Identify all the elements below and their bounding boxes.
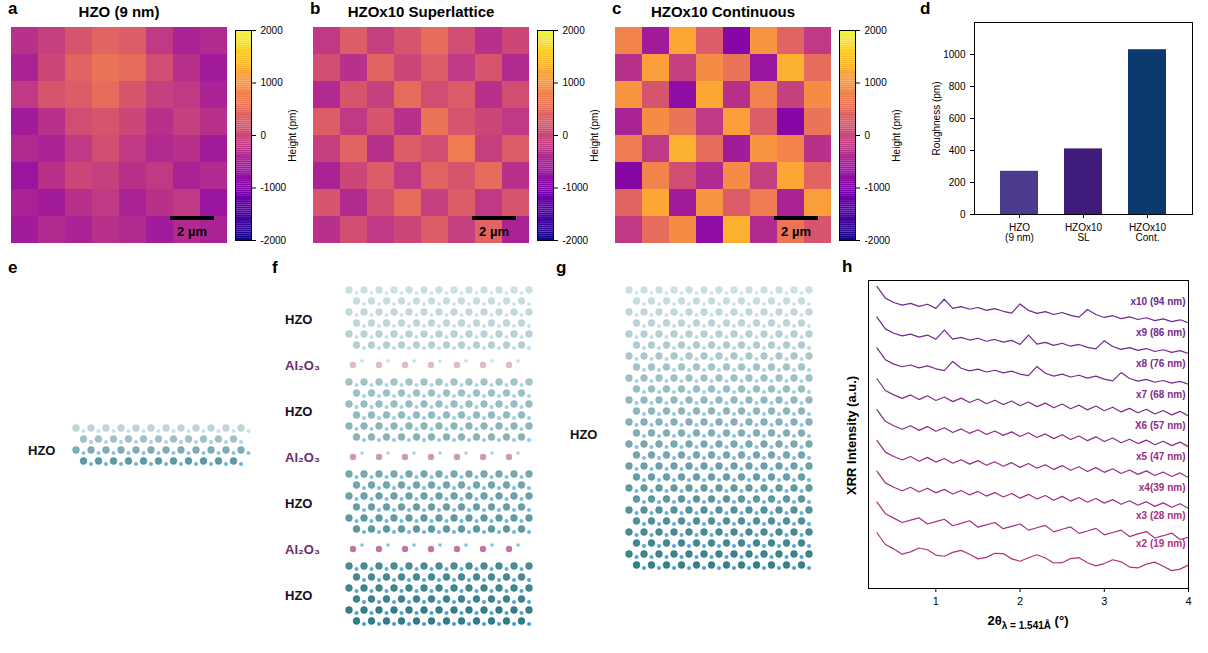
svg-text:f: f (272, 258, 278, 277)
svg-text:x8 (76 nm): x8 (76 nm) (1136, 358, 1185, 369)
html-text:HZO (9 nm): HZO (9 nm) (78, 3, 160, 20)
svg-text:2000: 2000 (865, 25, 888, 36)
html-text:XRR Intensity (a.u.): XRR Intensity (a.u.) (844, 375, 859, 495)
svg-text:200: 200 (949, 177, 966, 188)
svg-text:HZO: HZO (285, 496, 312, 511)
svg-text:e: e (8, 258, 17, 277)
svg-text:4: 4 (1185, 595, 1191, 607)
svg-text:HZOx10Cont.: HZOx10Cont. (1129, 222, 1167, 243)
svg-text:-2000: -2000 (563, 235, 589, 246)
svg-text:Roughness (pm): Roughness (pm) (931, 82, 942, 156)
svg-text:-1000: -1000 (865, 182, 891, 193)
html-text:b: b (310, 0, 321, 18)
svg-text:0: 0 (865, 130, 871, 141)
svg-text:X6 (57 nm): X6 (57 nm) (1135, 420, 1186, 431)
svg-text:3: 3 (1101, 595, 1107, 607)
html-text:h: h (842, 257, 853, 276)
svg-text:HZO: HZO (285, 404, 312, 419)
svg-text:1: 1 (933, 595, 939, 607)
svg-text:x9 (86 nm): x9 (86 nm) (1136, 327, 1185, 338)
svg-text:HZO: HZO (285, 588, 312, 603)
svg-text:HZO(9 nm): HZO(9 nm) (1005, 222, 1034, 243)
svg-text:0: 0 (261, 130, 267, 141)
svg-text:x10 (94 nm): x10 (94 nm) (1130, 296, 1185, 307)
svg-text:x4(39 nm): x4(39 nm) (1139, 482, 1186, 493)
svg-text:0: 0 (563, 130, 569, 141)
svg-text:HZO: HZO (570, 427, 597, 442)
svg-text:x2 (19 nm): x2 (19 nm) (1136, 538, 1185, 549)
svg-text:HZOx10SL: HZOx10SL (1065, 222, 1103, 243)
svg-text:x5 (47 nm): x5 (47 nm) (1136, 451, 1185, 462)
html-text:d: d (920, 0, 931, 18)
svg-text:Height (pm): Height (pm) (891, 109, 902, 161)
svg-text:-1000: -1000 (261, 182, 287, 193)
html-text:HZOx10 Continuous: HZOx10 Continuous (650, 3, 796, 20)
svg-text:1000: 1000 (563, 77, 586, 88)
html-text:2 µm: 2 µm (479, 224, 509, 239)
html-text:c: c (612, 0, 622, 18)
html-text:2θλ = 1.541Å(°): 2θλ = 1.541Å(°) (987, 613, 1069, 631)
svg-text:-2000: -2000 (261, 235, 287, 246)
svg-text:400: 400 (949, 145, 966, 156)
svg-text:HZO: HZO (285, 312, 312, 327)
svg-text:HZO: HZO (28, 443, 55, 458)
html-text:HZOx10 Superlattice: HZOx10 Superlattice (347, 3, 495, 20)
svg-text:Al₂O₃: Al₂O₃ (285, 358, 320, 373)
svg-text:g: g (556, 258, 566, 277)
svg-text:Al₂O₃: Al₂O₃ (285, 450, 320, 465)
svg-text:Height (pm): Height (pm) (287, 109, 298, 161)
svg-text:x3 (28 nm): x3 (28 nm) (1136, 510, 1185, 521)
svg-text:1000: 1000 (943, 49, 966, 60)
svg-text:x7 (68 nm): x7 (68 nm) (1136, 389, 1185, 400)
svg-text:Al₂O₃: Al₂O₃ (285, 542, 320, 557)
svg-text:800: 800 (949, 81, 966, 92)
svg-text:2000: 2000 (563, 25, 586, 36)
svg-text:1000: 1000 (261, 77, 284, 88)
svg-text:2: 2 (1017, 595, 1023, 607)
svg-text:600: 600 (949, 113, 966, 124)
html-text:a: a (8, 0, 18, 18)
svg-text:Height (pm): Height (pm) (589, 109, 600, 161)
html-text:2 µm: 2 µm (177, 224, 207, 239)
html-text:2 µm: 2 µm (781, 224, 811, 239)
svg-text:-1000: -1000 (563, 182, 589, 193)
svg-text:2000: 2000 (261, 25, 284, 36)
svg-text:0: 0 (960, 209, 966, 220)
svg-text:1000: 1000 (865, 77, 888, 88)
svg-text:-2000: -2000 (865, 235, 891, 246)
